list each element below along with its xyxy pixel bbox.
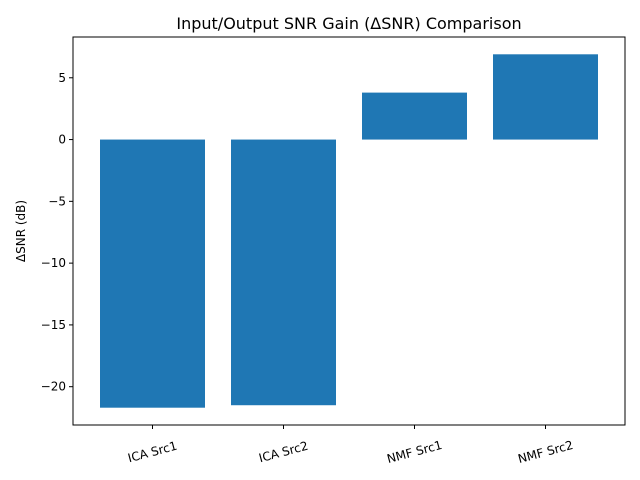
y-axis: 5 0 −5 −10 −15 −20 xyxy=(41,71,73,394)
y-tick-label: 0 xyxy=(58,133,66,147)
y-tick-label: −10 xyxy=(41,256,66,270)
x-tick-label: NMF Src2 xyxy=(516,438,574,466)
y-tick-label: −15 xyxy=(41,318,66,332)
x-tick-label: ICA Src2 xyxy=(257,439,309,466)
y-tick-label: −20 xyxy=(41,380,66,394)
bar-3 xyxy=(362,92,467,140)
bar-1 xyxy=(100,139,205,408)
bar-4 xyxy=(493,54,598,140)
x-tick-label: NMF Src1 xyxy=(385,438,443,466)
x-axis: ICA Src1 ICA Src2 NMF Src1 NMF Src2 xyxy=(126,425,575,466)
bar-2 xyxy=(231,139,336,406)
x-tick-label: ICA Src1 xyxy=(126,439,178,466)
plot-frame xyxy=(72,36,626,426)
y-axis-label: ΔSNR (dB) xyxy=(14,200,28,262)
bars xyxy=(100,54,598,408)
chart-title: Input/Output SNR Gain (ΔSNR) Comparison xyxy=(176,14,521,33)
y-tick-label: 5 xyxy=(58,71,66,85)
y-tick-label: −5 xyxy=(48,194,66,208)
